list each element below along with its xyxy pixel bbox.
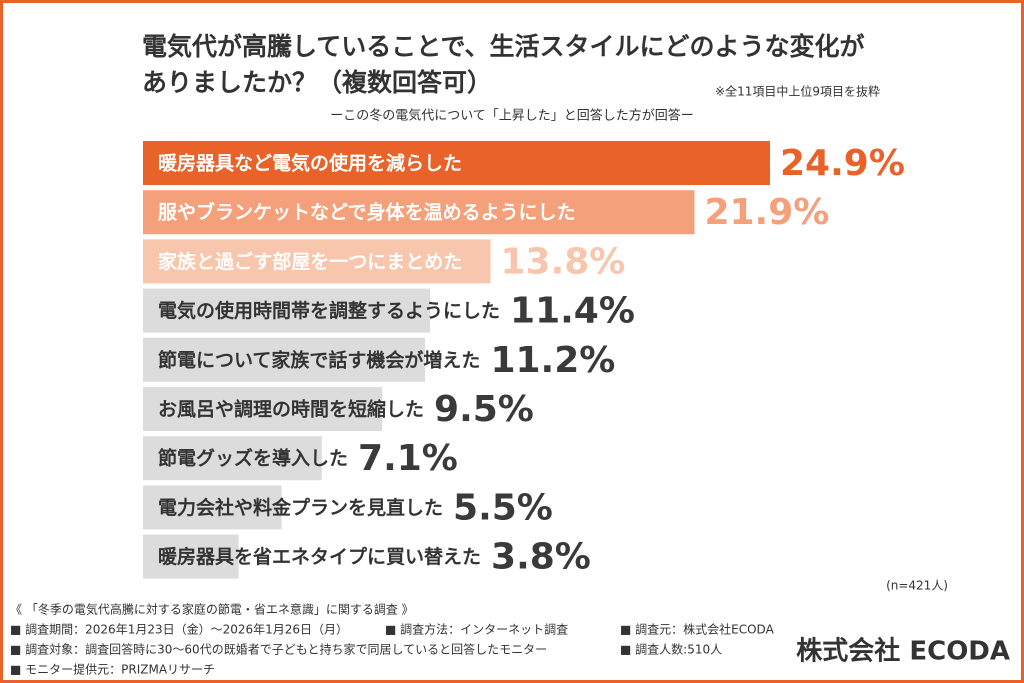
bar-label: 暖房器具を省エネタイプに買い替えた: [158, 545, 481, 568]
value-label: 11.2%: [490, 340, 615, 381]
bar: [143, 387, 383, 431]
footer-item: ■ 調査元：株式会社ECODA: [620, 622, 775, 637]
footer-item: ■ 調査方法：インターネット調査: [385, 622, 568, 637]
value-label: 9.5%: [434, 389, 534, 430]
note: ※全11項目中上位9項目を抜粋: [715, 84, 880, 99]
bar-label: 節電グッズを導入した: [158, 447, 348, 470]
bar-label: 家族と過ごす部屋を一つにまとめた: [158, 250, 462, 273]
bar-label: 暖房器具など電気の使用を減らした: [158, 152, 462, 175]
value-label: 24.9%: [780, 143, 905, 184]
bar: [143, 436, 322, 481]
value-label: 13.8%: [500, 241, 625, 282]
value-label: 5.5%: [453, 487, 553, 528]
chart-title: ありましたか？（複数回答可）: [142, 68, 492, 97]
bar-label: 電力会社や料金プランを見直した: [158, 496, 443, 519]
bar: [143, 534, 239, 579]
value-label: 7.1%: [358, 438, 458, 479]
value-label: 11.4%: [510, 291, 635, 332]
bar: [143, 141, 770, 185]
footer-item: ■ 調査対象：調査回答時に30〜60代の既婚者で子どもと持ち家で同居していると回…: [10, 642, 547, 657]
footer-item: ■ 調査期間：2026年1月23日（金）〜2026年1月26日（月）: [10, 622, 348, 637]
bar: [143, 288, 431, 333]
bar-label: 電気の使用時間帯を調整するようにした: [158, 299, 500, 322]
bar: [143, 190, 695, 235]
footer-item: ■ 調査人数:510人: [620, 642, 722, 657]
bar-label: 節電について家族で話す機会が増えた: [158, 348, 480, 371]
logo: 株式会社 ECODA: [796, 636, 1010, 667]
value-label: 21.9%: [704, 192, 829, 233]
value-label: 3.8%: [491, 537, 591, 578]
survey-title: 《 「冬季の電気代高騰に対する家庭の節電・省エネ意識」に関する調査 》: [10, 602, 414, 617]
bar: [143, 337, 426, 382]
footer-item: ■ モニター提供元：PRIZMAリサーチ: [10, 662, 215, 677]
bar: [143, 239, 491, 284]
bar-label: お風呂や調理の時間を短縮した: [158, 398, 424, 421]
chart-title: 電気代が高騰していることで、生活スタイルにどのような変化が: [142, 32, 865, 61]
bar: [143, 485, 282, 530]
sample-note: (n=421人): [886, 579, 948, 593]
bar-label: 服やブランケットなどで身体を温めるようにした: [158, 201, 576, 224]
subtitle: ーこの冬の電気代について「上昇した」と回答した方が回答ー: [330, 108, 694, 124]
